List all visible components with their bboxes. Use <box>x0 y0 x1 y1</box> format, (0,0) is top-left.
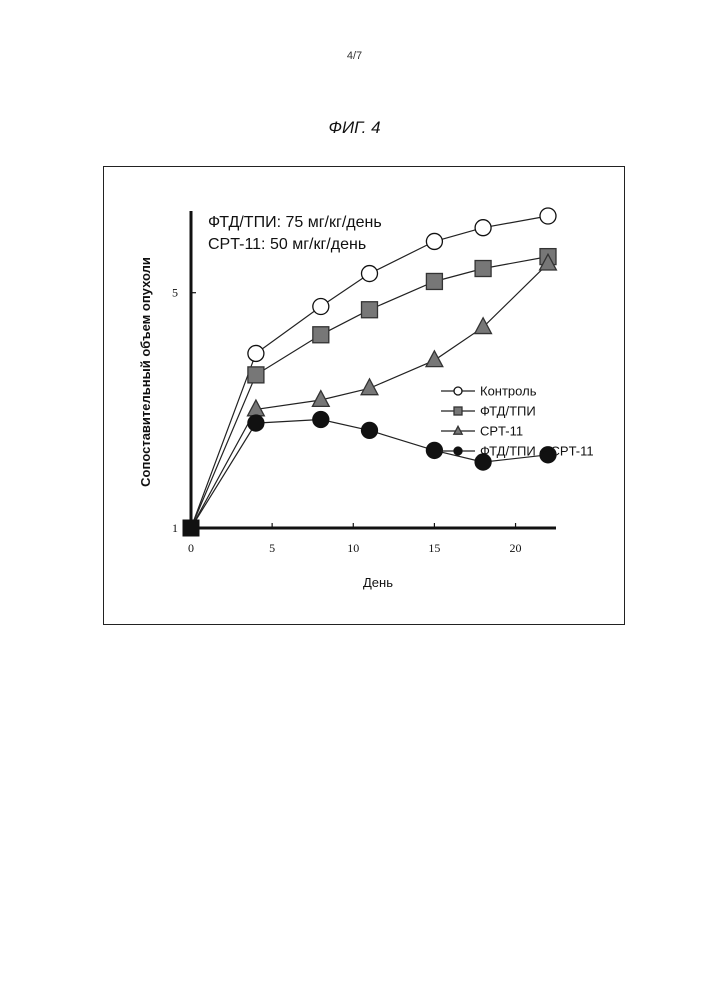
legend-label: ФТД/ТПИ + CPT-11 <box>480 444 594 459</box>
data-point <box>248 400 265 416</box>
data-point <box>475 220 491 236</box>
series-0 <box>191 208 556 528</box>
page-number: 4/7 <box>0 50 709 62</box>
data-point <box>454 387 462 395</box>
chart-svg: 0510152015 ФТД/ТПИ: 75 мг/кг/день CPT-11… <box>104 167 626 626</box>
figure-title: ФИГ. 4 <box>0 118 709 138</box>
legend-label: Контроль <box>480 384 537 399</box>
chart-ticks: 0510152015 <box>172 286 522 555</box>
data-point <box>426 273 442 289</box>
chart-frame: 0510152015 ФТД/ТПИ: 75 мг/кг/день CPT-11… <box>103 166 625 625</box>
data-point <box>248 345 264 361</box>
data-point <box>454 407 462 415</box>
x-tick-label: 0 <box>188 541 194 555</box>
data-point <box>362 266 378 282</box>
legend-label: CPT-11 <box>480 424 523 439</box>
origin-point <box>183 520 199 536</box>
data-point <box>454 447 462 455</box>
y-tick-label: 5 <box>172 286 178 300</box>
x-axis-label: День <box>363 575 393 590</box>
data-point <box>475 261 491 277</box>
data-point <box>361 379 378 395</box>
x-tick-label: 20 <box>510 541 522 555</box>
annotation-dose-ftd: ФТД/ТПИ: 75 мг/кг/день <box>208 214 382 231</box>
legend-item: CPT-11 <box>441 424 523 439</box>
data-point <box>475 318 492 334</box>
chart-annotations: ФТД/ТПИ: 75 мг/кг/день CPT-11: 50 мг/кг/… <box>208 214 382 253</box>
data-point <box>248 367 264 383</box>
series-layer <box>183 208 556 536</box>
data-point <box>313 327 329 343</box>
x-tick-label: 5 <box>269 541 275 555</box>
data-point <box>362 422 378 438</box>
chart-axes <box>191 211 556 528</box>
legend-item: ФТД/ТПИ + CPT-11 <box>441 444 594 459</box>
data-point <box>362 302 378 318</box>
y-axis-label: Сопоставительный объем опухоли <box>138 257 153 487</box>
legend-item: Контроль <box>441 384 537 399</box>
data-point <box>248 415 264 431</box>
legend-label: ФТД/ТПИ <box>480 404 536 419</box>
data-point <box>426 442 442 458</box>
data-point <box>426 233 442 249</box>
x-tick-label: 10 <box>347 541 359 555</box>
data-point <box>313 298 329 314</box>
data-point <box>454 426 462 434</box>
series-line <box>191 216 548 528</box>
data-point <box>426 351 443 367</box>
y-tick-label: 1 <box>172 521 178 535</box>
annotation-dose-cpt: CPT-11: 50 мг/кг/день <box>208 236 366 253</box>
data-point <box>313 412 329 428</box>
chart-legend: Контроль ФТД/ТПИ CPT-11 ФТД/ТПИ + CPT-11 <box>441 384 594 459</box>
legend-item: ФТД/ТПИ <box>441 404 536 419</box>
data-point <box>540 208 556 224</box>
x-tick-label: 15 <box>428 541 440 555</box>
